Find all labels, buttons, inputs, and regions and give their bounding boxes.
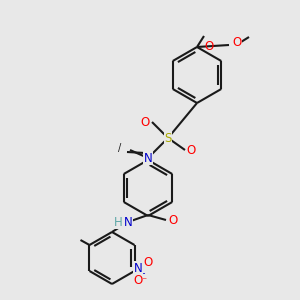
Text: S: S [164,131,172,145]
Text: O: O [204,40,214,53]
Text: N: N [143,152,153,164]
Text: O: O [232,35,242,49]
Text: N: N [134,262,142,275]
Text: O: O [140,116,150,128]
Text: N: N [124,215,132,229]
Text: O: O [168,214,178,226]
Text: S: S [164,131,172,145]
Text: O: O [168,214,178,226]
Text: /: / [118,143,122,153]
Text: O: O [186,143,196,157]
Text: O: O [143,256,153,269]
Text: O: O [140,116,150,128]
Text: ⁻: ⁻ [141,276,147,286]
Text: H: H [114,215,122,229]
Text: O: O [134,274,142,286]
Text: +: + [139,269,145,278]
Text: O: O [232,35,242,49]
Text: N: N [123,215,133,229]
Text: O: O [186,143,196,157]
Text: O: O [143,256,153,269]
Text: H: H [114,217,122,227]
Text: N: N [144,152,152,164]
Text: N: N [133,262,143,275]
Text: O: O [134,274,142,286]
